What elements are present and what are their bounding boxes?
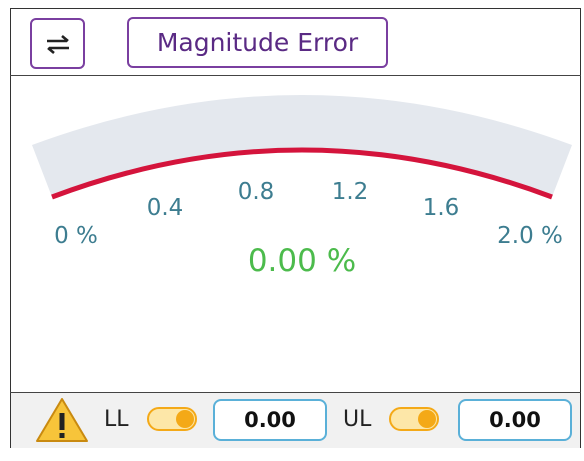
tick-label: 0.8 [238,179,275,205]
title-button[interactable]: Magnitude Error [127,17,388,68]
tick-label: 1.6 [423,195,460,221]
swap-icon [46,34,69,54]
gauge-arc [51,147,553,200]
gauge-value: 0.00 % [248,243,356,279]
tick-label: 2.0 % [497,223,563,249]
ul-label: UL [343,407,372,432]
ll-toggle[interactable] [147,407,197,431]
ul-toggle[interactable] [389,407,439,431]
ll-label: LL [104,407,129,432]
gauge-band [32,95,572,197]
tick-label: 1.2 [332,179,369,205]
tick-label: 0 % [54,223,98,249]
tick-label: 0.4 [147,195,184,221]
swap-button[interactable] [30,18,85,69]
warning-icon [36,398,88,442]
header-separator [10,75,581,76]
ul-value[interactable]: 0.00 [458,399,572,441]
gauge: 0 % 0.4 0.8 1.2 1.6 2.0 % 0.00 % [32,95,572,279]
footer-separator [10,392,581,393]
ll-value[interactable]: 0.00 [213,399,327,441]
panel-frame [10,8,581,448]
